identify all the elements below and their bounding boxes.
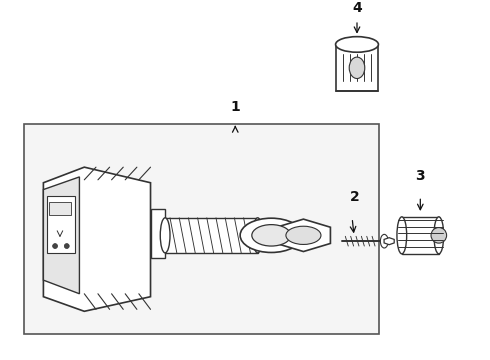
Bar (336, 44, 378, 91)
Ellipse shape (253, 218, 263, 253)
Polygon shape (384, 238, 394, 245)
Circle shape (64, 244, 69, 248)
Polygon shape (276, 219, 330, 252)
Text: 1: 1 (230, 100, 240, 114)
Text: 2: 2 (350, 190, 360, 204)
Ellipse shape (286, 226, 321, 244)
Ellipse shape (349, 57, 365, 78)
Text: 4: 4 (352, 1, 362, 15)
Ellipse shape (240, 218, 302, 252)
Ellipse shape (397, 217, 407, 254)
Text: 3: 3 (416, 169, 425, 183)
Bar (402, 217, 439, 254)
Bar (48, 196, 74, 253)
Ellipse shape (160, 218, 170, 253)
Bar (24, 124, 379, 334)
Circle shape (431, 228, 446, 243)
Polygon shape (44, 167, 150, 311)
Bar (49, 202, 71, 215)
Circle shape (52, 244, 57, 248)
Polygon shape (44, 177, 79, 294)
Bar (165, 218, 258, 253)
Ellipse shape (434, 217, 443, 254)
Ellipse shape (336, 37, 378, 52)
Ellipse shape (252, 225, 291, 246)
Ellipse shape (380, 234, 388, 248)
Bar (150, 209, 165, 258)
